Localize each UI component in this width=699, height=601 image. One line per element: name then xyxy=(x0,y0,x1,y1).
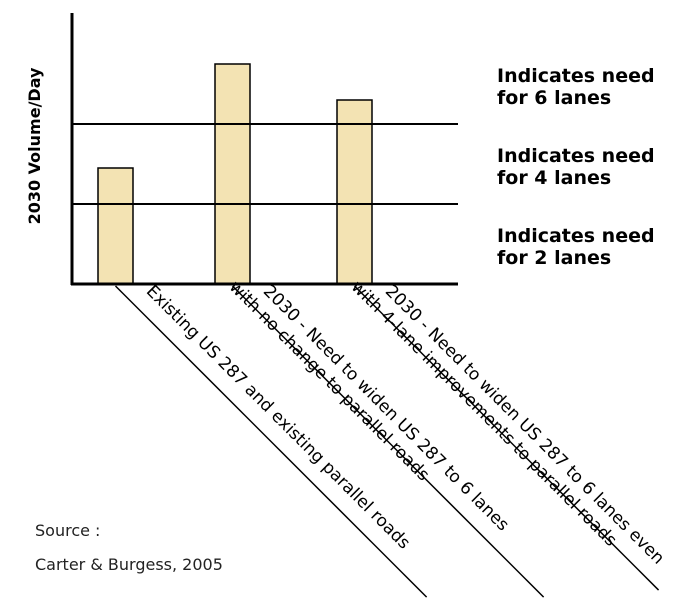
level-label-line: Indicates need xyxy=(497,65,655,87)
source-text: Carter & Burgess, 2005 xyxy=(35,555,223,574)
level-label-line: for 6 lanes xyxy=(497,87,611,109)
level-label-line: Indicates need xyxy=(497,225,655,247)
level-label-3: Indicates need for 2 lanes xyxy=(497,225,655,269)
category-leader-1 xyxy=(114,285,428,598)
bar-1 xyxy=(97,167,134,285)
level-label-line: for 2 lanes xyxy=(497,247,611,269)
category-labels: Existing US 287 and existing parallel ro… xyxy=(114,277,668,598)
reference-lines xyxy=(72,123,458,205)
category-leader-2 xyxy=(231,285,545,598)
level-label-1: Indicates need for 6 lanes xyxy=(497,65,655,109)
bar-2 xyxy=(214,63,251,285)
level-label-line: Indicates need xyxy=(497,145,655,167)
category-leader-3 xyxy=(353,285,660,591)
source-label: Source : xyxy=(35,521,100,540)
bar-3 xyxy=(336,99,373,285)
category-label-line: 2030 - Need to widen US 287 to 6 lanes e… xyxy=(381,281,668,568)
y-axis-label: 2030 Volume/Day xyxy=(25,67,44,224)
level-label-2: Indicates need for 4 lanes xyxy=(497,145,655,189)
level-label-line: for 4 lanes xyxy=(497,167,611,189)
bars-layer xyxy=(97,63,373,285)
